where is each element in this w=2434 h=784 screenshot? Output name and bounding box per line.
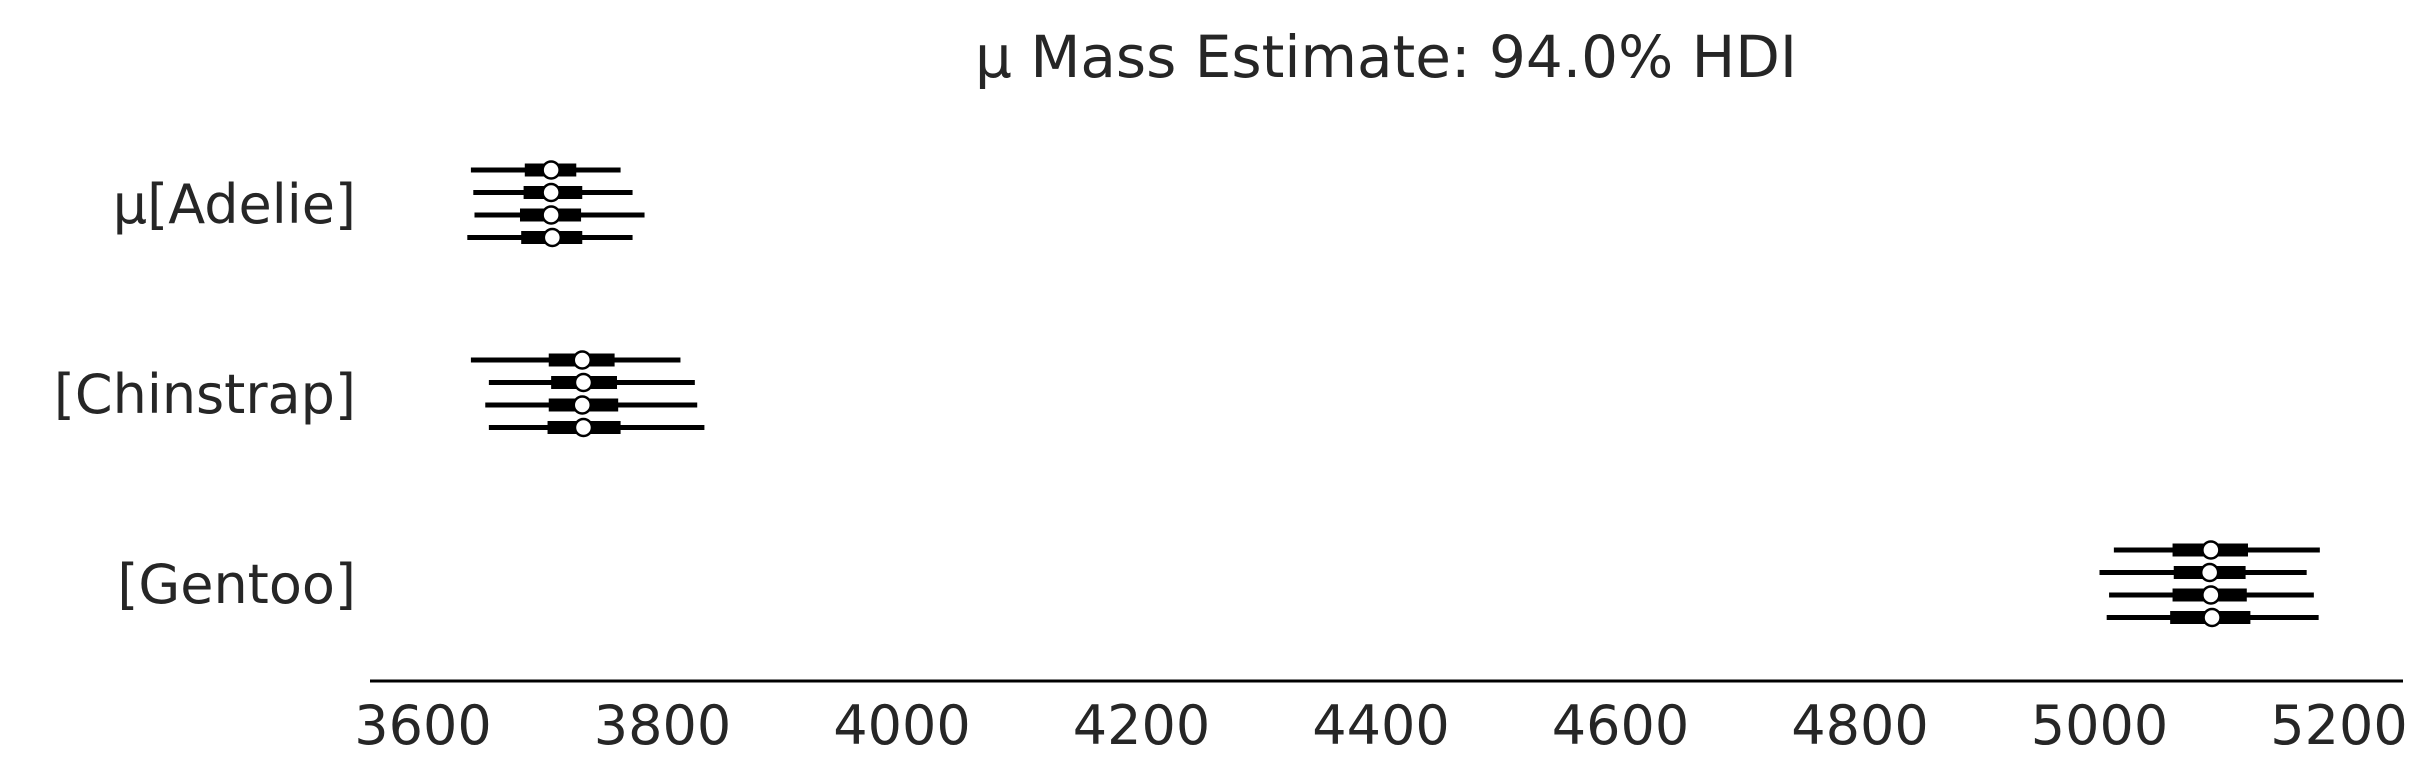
x-tick-label-1: 3800 bbox=[594, 694, 731, 757]
median-point-group-0-chain-3 bbox=[542, 227, 563, 248]
x-tick-label-6: 4800 bbox=[1791, 694, 1928, 757]
median-point-group-2-chain-3 bbox=[2202, 607, 2222, 628]
median-point-group-2-chain-0 bbox=[2201, 540, 2221, 560]
x-tick-label-3: 4200 bbox=[1073, 694, 1210, 757]
median-point-group-1-chain-1 bbox=[573, 372, 594, 393]
y-label-group-0: μ[Adelie] bbox=[113, 173, 356, 236]
x-axis-ticks: 3600 3800 4000 4200 4400 4600 4800 5000 5200 bbox=[354, 694, 2407, 757]
median-point-group-2-chain-1 bbox=[2199, 562, 2220, 583]
median-point-group-0-chain-0 bbox=[541, 160, 561, 180]
x-tick-label-5: 4600 bbox=[1552, 694, 1689, 757]
plot-marks bbox=[467, 160, 2320, 628]
median-point-group-1-chain-2 bbox=[572, 395, 593, 415]
x-tick-label-0: 3600 bbox=[354, 694, 491, 757]
y-label-group-2: [Gentoo] bbox=[117, 553, 356, 616]
x-tick-label-8: 5200 bbox=[2270, 694, 2407, 757]
x-tick-label-4: 4400 bbox=[1312, 694, 1449, 757]
x-tick-label-2: 4000 bbox=[833, 694, 970, 757]
chart-title: μ Mass Estimate: 94.0% HDI bbox=[975, 23, 1797, 91]
median-point-group-0-chain-2 bbox=[541, 205, 561, 225]
y-label-group-1: [Chinstrap] bbox=[54, 363, 356, 426]
median-point-group-1-chain-0 bbox=[572, 350, 593, 370]
x-tick-label-7: 5000 bbox=[2031, 694, 2168, 757]
median-point-group-2-chain-2 bbox=[2201, 585, 2221, 605]
median-point-group-0-chain-1 bbox=[541, 182, 561, 203]
median-point-group-1-chain-3 bbox=[573, 417, 594, 438]
y-axis-labels: μ[Adelie] [Chinstrap] [Gentoo] bbox=[54, 173, 356, 616]
